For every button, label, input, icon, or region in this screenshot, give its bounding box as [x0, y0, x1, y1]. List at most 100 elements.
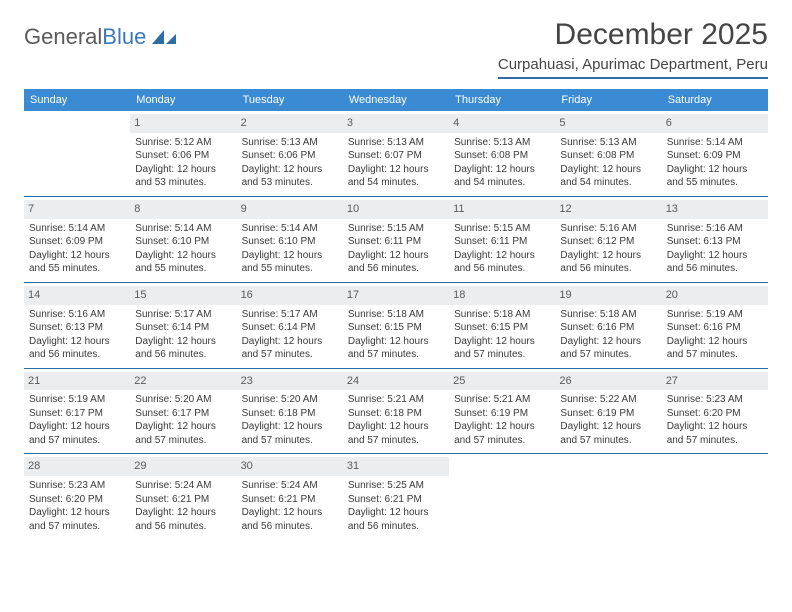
sunset-text: Sunset: 6:09 PM — [667, 149, 763, 163]
calendar-day-cell: 13Sunrise: 5:16 AMSunset: 6:13 PMDayligh… — [662, 196, 768, 282]
calendar-day-cell: 29Sunrise: 5:24 AMSunset: 6:21 PMDayligh… — [130, 454, 236, 539]
sunset-text: Sunset: 6:20 PM — [29, 493, 125, 507]
day-number: 1 — [130, 114, 236, 133]
day-header: Sunday — [24, 89, 130, 111]
sunrise-text: Sunrise: 5:13 AM — [242, 136, 338, 150]
calendar-week: 14Sunrise: 5:16 AMSunset: 6:13 PMDayligh… — [24, 282, 768, 368]
daylight-text: Daylight: 12 hours and 56 minutes. — [667, 249, 763, 276]
sunset-text: Sunset: 6:06 PM — [242, 149, 338, 163]
sunset-text: Sunset: 6:15 PM — [348, 321, 444, 335]
day-number: 15 — [130, 286, 236, 305]
sunrise-text: Sunrise: 5:17 AM — [135, 308, 231, 322]
day-header: Tuesday — [237, 89, 343, 111]
calendar-day-cell: 24Sunrise: 5:21 AMSunset: 6:18 PMDayligh… — [343, 368, 449, 454]
calendar-day-cell: 20Sunrise: 5:19 AMSunset: 6:16 PMDayligh… — [662, 282, 768, 368]
sunset-text: Sunset: 6:14 PM — [135, 321, 231, 335]
daylight-text: Daylight: 12 hours and 55 minutes. — [135, 249, 231, 276]
daylight-text: Daylight: 12 hours and 57 minutes. — [135, 420, 231, 447]
daylight-text: Daylight: 12 hours and 57 minutes. — [454, 420, 550, 447]
calendar-day-cell: 17Sunrise: 5:18 AMSunset: 6:15 PMDayligh… — [343, 282, 449, 368]
calendar-day-cell: 15Sunrise: 5:17 AMSunset: 6:14 PMDayligh… — [130, 282, 236, 368]
sunrise-text: Sunrise: 5:21 AM — [348, 393, 444, 407]
daylight-text: Daylight: 12 hours and 54 minutes. — [348, 163, 444, 190]
day-number: 27 — [662, 372, 768, 391]
calendar-week: 7Sunrise: 5:14 AMSunset: 6:09 PMDaylight… — [24, 196, 768, 282]
sunset-text: Sunset: 6:17 PM — [29, 407, 125, 421]
sunrise-text: Sunrise: 5:21 AM — [454, 393, 550, 407]
day-number: 12 — [555, 200, 661, 219]
sunset-text: Sunset: 6:21 PM — [348, 493, 444, 507]
day-number: 25 — [449, 372, 555, 391]
day-number: 5 — [555, 114, 661, 133]
sunrise-text: Sunrise: 5:15 AM — [348, 222, 444, 236]
calendar-day-cell: 6Sunrise: 5:14 AMSunset: 6:09 PMDaylight… — [662, 111, 768, 196]
sunrise-text: Sunrise: 5:20 AM — [242, 393, 338, 407]
day-number: 4 — [449, 114, 555, 133]
brand-text: GeneralBlue — [24, 24, 146, 50]
daylight-text: Daylight: 12 hours and 57 minutes. — [29, 506, 125, 533]
title-block: December 2025 Curpahuasi, Apurimac Depar… — [498, 18, 768, 79]
page-header: GeneralBlue December 2025 Curpahuasi, Ap… — [24, 18, 768, 79]
sunrise-text: Sunrise: 5:16 AM — [560, 222, 656, 236]
day-header-row: SundayMondayTuesdayWednesdayThursdayFrid… — [24, 89, 768, 111]
sunrise-text: Sunrise: 5:16 AM — [29, 308, 125, 322]
sunrise-text: Sunrise: 5:16 AM — [667, 222, 763, 236]
daylight-text: Daylight: 12 hours and 53 minutes. — [135, 163, 231, 190]
day-header: Thursday — [449, 89, 555, 111]
calendar-day-cell: 11Sunrise: 5:15 AMSunset: 6:11 PMDayligh… — [449, 196, 555, 282]
sunrise-text: Sunrise: 5:13 AM — [454, 136, 550, 150]
sunset-text: Sunset: 6:16 PM — [667, 321, 763, 335]
day-number: 16 — [237, 286, 343, 305]
calendar-day-cell: 2Sunrise: 5:13 AMSunset: 6:06 PMDaylight… — [237, 111, 343, 196]
calendar-day-cell: 22Sunrise: 5:20 AMSunset: 6:17 PMDayligh… — [130, 368, 236, 454]
calendar-day-cell: 31Sunrise: 5:25 AMSunset: 6:21 PMDayligh… — [343, 454, 449, 539]
sunset-text: Sunset: 6:21 PM — [242, 493, 338, 507]
daylight-text: Daylight: 12 hours and 56 minutes. — [242, 506, 338, 533]
calendar-day-cell: 7Sunrise: 5:14 AMSunset: 6:09 PMDaylight… — [24, 196, 130, 282]
calendar-day-cell: 27Sunrise: 5:23 AMSunset: 6:20 PMDayligh… — [662, 368, 768, 454]
sunrise-text: Sunrise: 5:23 AM — [667, 393, 763, 407]
sunrise-text: Sunrise: 5:13 AM — [348, 136, 444, 150]
sunset-text: Sunset: 6:18 PM — [348, 407, 444, 421]
calendar-day-cell: 21Sunrise: 5:19 AMSunset: 6:17 PMDayligh… — [24, 368, 130, 454]
brand-logo: GeneralBlue — [24, 24, 178, 50]
calendar-day-cell: 18Sunrise: 5:18 AMSunset: 6:15 PMDayligh… — [449, 282, 555, 368]
sunset-text: Sunset: 6:09 PM — [29, 235, 125, 249]
calendar-day-cell: 1Sunrise: 5:12 AMSunset: 6:06 PMDaylight… — [130, 111, 236, 196]
day-header: Friday — [555, 89, 661, 111]
sunrise-text: Sunrise: 5:22 AM — [560, 393, 656, 407]
calendar-day-cell: 12Sunrise: 5:16 AMSunset: 6:12 PMDayligh… — [555, 196, 661, 282]
sunrise-text: Sunrise: 5:18 AM — [454, 308, 550, 322]
daylight-text: Daylight: 12 hours and 54 minutes. — [454, 163, 550, 190]
calendar-day-cell: 19Sunrise: 5:18 AMSunset: 6:16 PMDayligh… — [555, 282, 661, 368]
sunset-text: Sunset: 6:13 PM — [667, 235, 763, 249]
daylight-text: Daylight: 12 hours and 56 minutes. — [560, 249, 656, 276]
sunrise-text: Sunrise: 5:19 AM — [667, 308, 763, 322]
sunrise-text: Sunrise: 5:18 AM — [560, 308, 656, 322]
day-number: 19 — [555, 286, 661, 305]
sunset-text: Sunset: 6:11 PM — [454, 235, 550, 249]
sunset-text: Sunset: 6:17 PM — [135, 407, 231, 421]
sunset-text: Sunset: 6:20 PM — [667, 407, 763, 421]
brand-part2: Blue — [102, 24, 146, 49]
day-number: 14 — [24, 286, 130, 305]
calendar-day-cell: 23Sunrise: 5:20 AMSunset: 6:18 PMDayligh… — [237, 368, 343, 454]
calendar-day-cell: 14Sunrise: 5:16 AMSunset: 6:13 PMDayligh… — [24, 282, 130, 368]
sunrise-text: Sunrise: 5:14 AM — [242, 222, 338, 236]
day-number: 10 — [343, 200, 449, 219]
sunset-text: Sunset: 6:08 PM — [560, 149, 656, 163]
sunrise-text: Sunrise: 5:18 AM — [348, 308, 444, 322]
daylight-text: Daylight: 12 hours and 55 minutes. — [29, 249, 125, 276]
calendar-week: 28Sunrise: 5:23 AMSunset: 6:20 PMDayligh… — [24, 454, 768, 539]
sunset-text: Sunset: 6:11 PM — [348, 235, 444, 249]
daylight-text: Daylight: 12 hours and 56 minutes. — [454, 249, 550, 276]
daylight-text: Daylight: 12 hours and 56 minutes. — [135, 506, 231, 533]
calendar-day-cell: 3Sunrise: 5:13 AMSunset: 6:07 PMDaylight… — [343, 111, 449, 196]
sunset-text: Sunset: 6:21 PM — [135, 493, 231, 507]
day-number: 24 — [343, 372, 449, 391]
sunset-text: Sunset: 6:08 PM — [454, 149, 550, 163]
sunrise-text: Sunrise: 5:24 AM — [135, 479, 231, 493]
sunrise-text: Sunrise: 5:14 AM — [135, 222, 231, 236]
calendar-day-cell: 26Sunrise: 5:22 AMSunset: 6:19 PMDayligh… — [555, 368, 661, 454]
day-number: 26 — [555, 372, 661, 391]
